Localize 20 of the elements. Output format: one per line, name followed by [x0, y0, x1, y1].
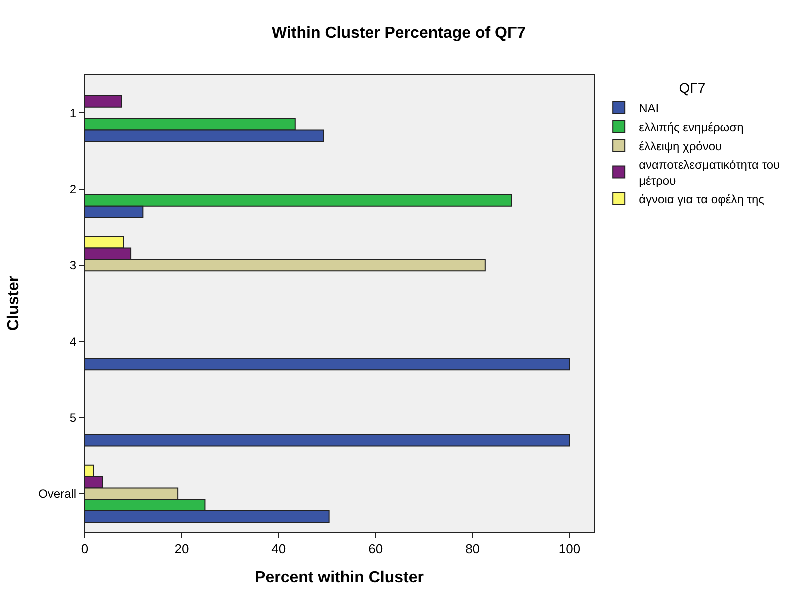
- x-tick-label: 80: [466, 542, 480, 557]
- x-tick-label: 100: [558, 542, 581, 557]
- x-axis-title: Percent within Cluster: [255, 569, 424, 586]
- y-tick-label: 5: [70, 410, 77, 425]
- legend-label: άγνοια για τα οφέλη της: [639, 192, 765, 207]
- y-tick-label: 4: [70, 334, 77, 349]
- x-tick-label: 60: [368, 542, 384, 557]
- y-tick-label: 1: [70, 106, 77, 120]
- legend-label: έλλειψη χρόνου: [639, 139, 722, 154]
- y-tick-label: 3: [70, 258, 77, 273]
- y-tick-label: Overall: [38, 487, 77, 502]
- legend-label: ελλιπής ενημέρωση: [639, 120, 744, 134]
- chart-title: Within Cluster Percentage of QΓ7: [272, 25, 526, 42]
- x-tick-label: 20: [174, 542, 190, 557]
- x-tick-label: 40: [272, 542, 286, 557]
- x-tick-label: 0: [81, 542, 89, 557]
- legend-label: NAI: [639, 101, 660, 116]
- y-tick-label: 2: [70, 182, 77, 196]
- y-axis-title: Cluster: [5, 276, 22, 332]
- legend-title: QΓ7: [679, 80, 706, 96]
